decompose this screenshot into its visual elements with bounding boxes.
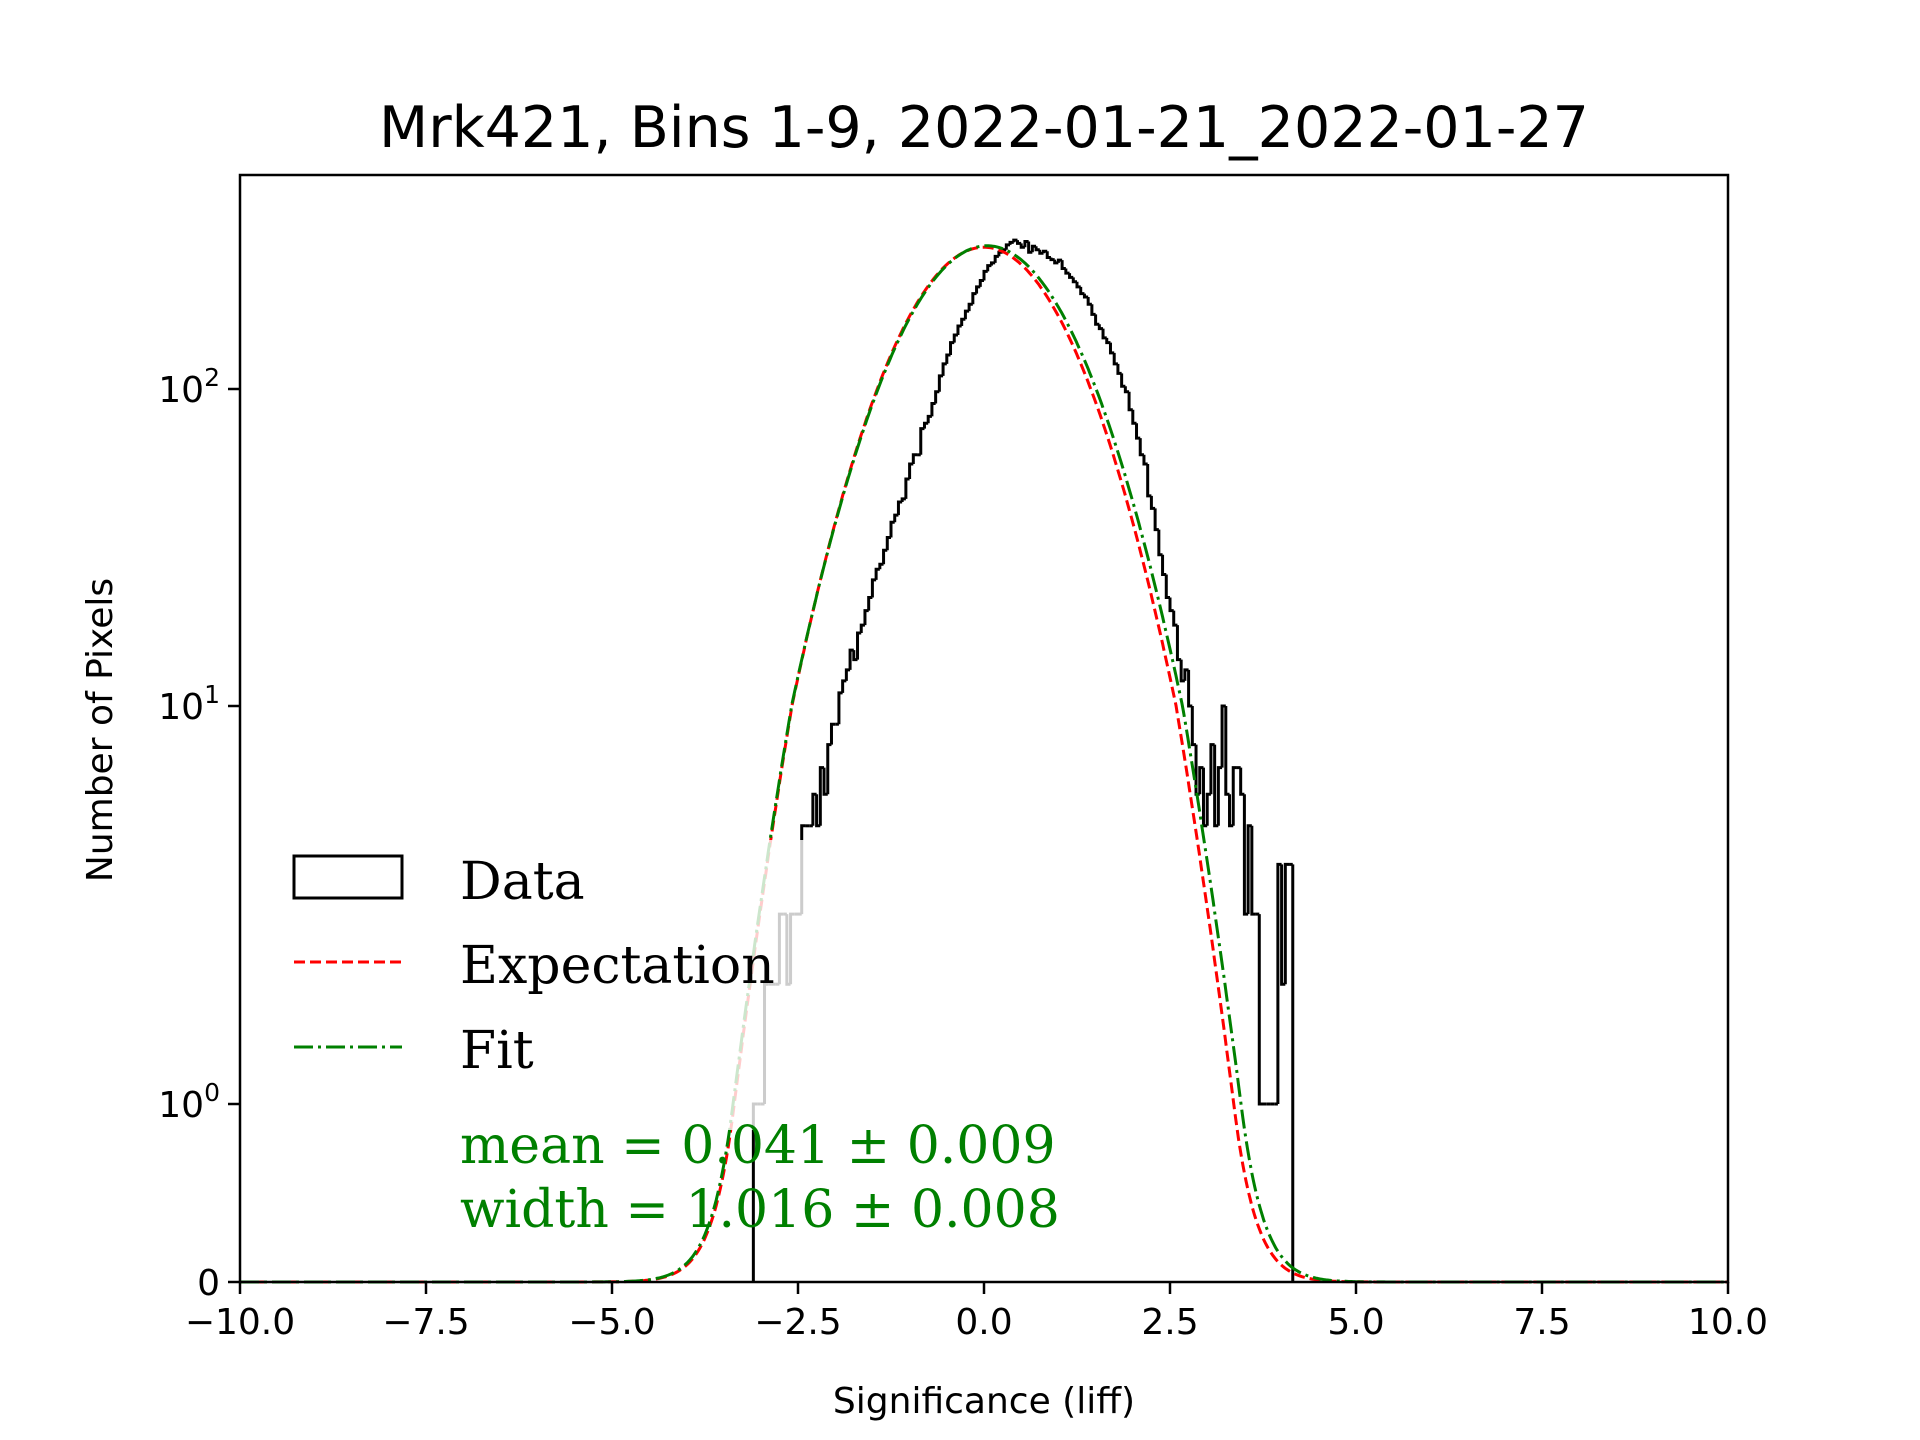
histogram-bin <box>1142 454 1148 466</box>
histogram-bin <box>1045 251 1051 259</box>
histogram-bin <box>856 631 862 660</box>
legend-expectation-label: Expectation <box>460 936 775 996</box>
histogram-bin <box>1064 268 1070 275</box>
histogram-bin <box>878 562 884 570</box>
histogram-bin <box>829 722 836 745</box>
legend-entry-fit: Fit <box>294 1021 534 1081</box>
histogram-bin <box>937 374 944 392</box>
histogram-bin <box>900 497 906 503</box>
histogram-bin <box>841 679 847 693</box>
legend-entry-expectation: Expectation <box>294 936 775 996</box>
legend: Data Expectation Fit <box>278 840 838 1130</box>
x-tick-label: −10.0 <box>185 1302 295 1343</box>
legend-entry-data: Data <box>292 852 585 912</box>
histogram-bin <box>1082 293 1089 299</box>
histogram-bin <box>911 453 918 464</box>
histogram-bin <box>848 648 854 670</box>
histogram-bin <box>956 324 962 336</box>
histogram-bin <box>1161 554 1167 576</box>
histogram-bin <box>1105 337 1111 345</box>
histogram-bin <box>837 691 843 725</box>
histogram-bin <box>874 567 880 580</box>
histogram-bin <box>1060 260 1066 270</box>
legend-data-label: Data <box>460 852 585 912</box>
x-tick-label: 10.0 <box>1688 1302 1768 1343</box>
chart-title: Mrk421, Bins 1-9, 2022-01-21_2022-01-27 <box>379 95 1589 161</box>
legend-data-swatch <box>292 854 404 900</box>
y-axis-label: Number of Pixels <box>80 578 121 882</box>
histogram-bin <box>859 623 865 633</box>
histogram-bin <box>1090 304 1096 316</box>
x-axis: −10.0 −7.5 −5.0 −2.5 0.0 2.5 5.0 7.5 10.0 <box>185 1282 1768 1343</box>
y-tick-label: 101 <box>158 680 220 728</box>
histogram-bin <box>1283 862 1290 985</box>
x-axis-label: Significance (liff) <box>833 1381 1135 1422</box>
x-tick-label: −5.0 <box>568 1302 655 1343</box>
histogram-bin <box>1228 794 1234 828</box>
x-tick-label: 2.5 <box>1141 1302 1198 1343</box>
histogram-bin <box>1190 706 1197 747</box>
histogram-bin <box>967 302 973 312</box>
x-tick-label: 0.0 <box>955 1302 1012 1343</box>
y-tick-label: 0 <box>197 1263 220 1304</box>
legend-background <box>278 840 838 1130</box>
x-tick-label: −2.5 <box>754 1302 841 1343</box>
histogram-bin <box>1012 238 1018 243</box>
histogram-bin <box>1075 281 1081 289</box>
histogram-bin <box>1179 659 1185 683</box>
histogram-bin <box>1209 743 1215 795</box>
histogram-bin <box>1101 328 1107 340</box>
histogram-bin <box>1008 240 1014 245</box>
histogram-bin <box>815 794 821 828</box>
histogram-bin <box>1242 794 1249 916</box>
x-tick-label: −7.5 <box>382 1302 469 1343</box>
histogram-bin <box>941 362 947 376</box>
histogram-bin <box>1071 277 1077 284</box>
histogram-bin <box>904 477 910 499</box>
histogram-bin <box>1019 243 1025 249</box>
legend-fit-label: Fit <box>460 1021 534 1081</box>
histogram-bin <box>822 767 828 796</box>
y-tick-label: 102 <box>158 363 220 411</box>
x-tick-label: 7.5 <box>1513 1302 1570 1343</box>
histogram-bin <box>1079 286 1085 296</box>
histogram-bin <box>1123 386 1130 394</box>
histogram-bin <box>960 317 966 327</box>
histogram-bin <box>1175 625 1182 662</box>
histogram-bin <box>844 668 851 681</box>
histogram-bin <box>1068 273 1074 279</box>
histogram-bin <box>1231 766 1237 826</box>
histogram-bin <box>1201 767 1208 828</box>
histogram-bin <box>1276 862 1282 1104</box>
fit-width-annotation: width = 1.016 ± 0.008 <box>460 1180 1060 1240</box>
histogram-bin <box>1027 241 1033 254</box>
histogram-bin <box>1205 792 1211 826</box>
histogram-bin <box>1257 914 1263 1106</box>
y-tick-label: 100 <box>158 1078 220 1126</box>
fit-mean-annotation: mean = 0.041 ± 0.009 <box>460 1116 1056 1176</box>
histogram-bin <box>1131 409 1137 425</box>
histogram-bin <box>1250 825 1256 916</box>
histogram-bin <box>1168 597 1174 613</box>
histogram-bin <box>919 427 925 455</box>
histogram-bin <box>1153 508 1159 532</box>
histogram-bin <box>889 520 895 538</box>
y-axis: 0 100 101 102 <box>158 363 240 1304</box>
histogram-bin <box>1213 744 1219 828</box>
histogram-bin <box>1030 244 1037 253</box>
x-tick-label: 5.0 <box>1327 1302 1384 1343</box>
histogram-bin <box>896 500 903 516</box>
